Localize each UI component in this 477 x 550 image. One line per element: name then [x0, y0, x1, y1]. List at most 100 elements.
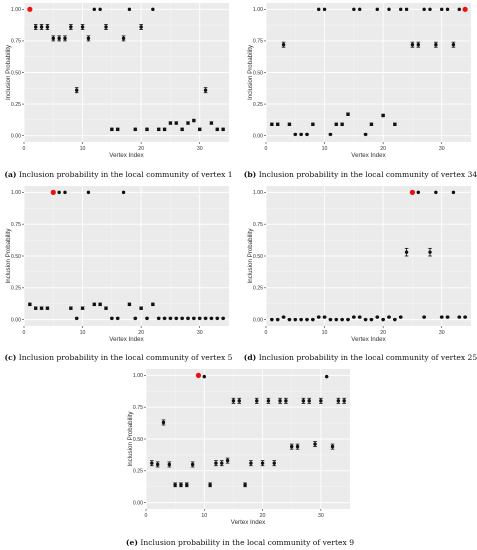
- highlight-point-vertex-25: [409, 189, 416, 195]
- chart-panel-2: 0 10 20 30 0.00 0.25 0.50 0.75 1.00 Vertex Index I…: [244, 3, 477, 179]
- data-point-vertex-7: [305, 317, 309, 322]
- data-point-vertex-3: [161, 420, 166, 425]
- highlight-point-vertex-5: [50, 189, 56, 195]
- data-point-vertex-26: [295, 444, 300, 449]
- data-point-vertex-30: [440, 7, 444, 12]
- data-point-vertex-11: [86, 36, 91, 41]
- data-point-vertex-11: [328, 317, 333, 322]
- y-tick-label: 0.25: [133, 469, 143, 475]
- data-point-vertex-26: [416, 43, 420, 47]
- y-tick-label: 0.75: [253, 39, 263, 45]
- x-tick-label: 0: [145, 513, 148, 519]
- x-tick-label: 0: [265, 146, 268, 152]
- data-point-vertex-9: [75, 316, 79, 321]
- caption-text: Inclusion probability in the local commu…: [259, 353, 477, 362]
- y-tick-label: 1.00: [253, 190, 263, 196]
- data-point-vertex-10: [80, 306, 85, 310]
- data-point-vertex-14: [346, 317, 350, 322]
- data-point-vertex-31: [203, 316, 208, 321]
- data-point-vertex-24: [284, 399, 288, 403]
- data-point-vertex-25: [410, 43, 415, 47]
- data-point-vertex-18: [369, 317, 374, 322]
- data-points: [28, 189, 225, 321]
- data-point-vertex-2: [155, 462, 160, 467]
- y-axis-label: Inclusion Probability: [247, 44, 254, 100]
- data-point-vertex-27: [180, 316, 184, 321]
- x-tick-label: 10: [322, 330, 328, 336]
- data-points: [150, 372, 346, 488]
- x-tick-label: 10: [201, 513, 207, 519]
- data-point-vertex-34: [463, 315, 467, 319]
- data-point-vertex-16: [237, 399, 241, 403]
- data-point-vertex-23: [278, 399, 282, 403]
- data-point-vertex-20: [139, 306, 143, 310]
- data-point-vertex-19: [133, 127, 137, 132]
- y-tick-label: 1.00: [133, 373, 143, 379]
- data-point-vertex-23: [399, 7, 403, 12]
- data-point-vertex-9: [317, 315, 321, 319]
- x-tick-label: 30: [439, 330, 445, 336]
- data-point-vertex-20: [260, 461, 265, 465]
- data-point-vertex-27: [422, 315, 426, 319]
- data-point-vertex-17: [121, 36, 126, 41]
- data-point-vertex-12: [214, 461, 218, 465]
- data-point-vertex-6: [299, 317, 303, 322]
- data-point-vertex-22: [151, 7, 155, 12]
- data-point-vertex-22: [393, 317, 397, 322]
- data-point-vertex-31: [445, 315, 450, 319]
- data-point-vertex-18: [127, 302, 132, 307]
- x-tick-label: 0: [23, 330, 26, 336]
- data-point-vertex-13: [98, 302, 102, 307]
- data-point-vertex-8: [190, 462, 195, 467]
- x-tick-label: 10: [80, 330, 86, 336]
- x-tick-label: 20: [138, 146, 144, 152]
- data-point-vertex-33: [457, 7, 461, 12]
- gridlines: [265, 186, 471, 326]
- data-point-vertex-26: [174, 121, 178, 125]
- x-tick-label: 20: [260, 513, 266, 519]
- x-axis-label: Vertex Index: [109, 152, 144, 159]
- y-tick-label: 0.00: [253, 133, 263, 139]
- data-point-vertex-6: [57, 190, 61, 195]
- y-axis-label: Inclusion Probability: [5, 228, 12, 284]
- chart-panel-4: 0 10 20 30 0.00 0.25 0.50 0.75 1.00 Vertex Index I…: [244, 186, 477, 362]
- y-tick-label: 0.25: [11, 286, 21, 292]
- highlight-point-vertex-9: [195, 372, 202, 378]
- caption-text: Inclusion probability in the local commu…: [140, 538, 354, 547]
- data-point-vertex-33: [457, 315, 461, 319]
- data-point-vertex-19: [255, 399, 259, 403]
- y-tick-label: 0.25: [253, 102, 263, 108]
- y-axis-label: Inclusion Probability: [5, 44, 12, 100]
- data-point-vertex-21: [387, 315, 391, 319]
- data-point-vertex-19: [133, 316, 137, 321]
- y-tick-label: 1.00: [11, 190, 21, 196]
- data-point-vertex-19: [375, 7, 379, 12]
- y-tick-label: 0.75: [133, 405, 143, 411]
- data-point-vertex-21: [387, 7, 391, 12]
- data-point-vertex-28: [428, 7, 432, 12]
- data-point-vertex-9: [317, 7, 321, 12]
- y-tick-label: 0.50: [253, 254, 263, 260]
- data-point-vertex-16: [358, 7, 362, 12]
- data-point-vertex-24: [162, 127, 167, 132]
- data-point-vertex-2: [276, 122, 280, 127]
- data-point-vertex-12: [92, 302, 96, 307]
- data-point-vertex-16: [116, 127, 120, 132]
- data-point-vertex-12: [92, 7, 96, 12]
- x-tick-label: 20: [380, 330, 386, 336]
- data-point-vertex-2: [34, 25, 38, 29]
- data-points: [27, 6, 225, 132]
- data-point-vertex-8: [69, 25, 73, 29]
- data-point-vertex-10: [80, 25, 85, 29]
- caption-label: (e): [126, 538, 138, 547]
- data-point-vertex-23: [157, 316, 161, 321]
- data-point-vertex-33: [215, 316, 219, 321]
- data-point-vertex-29: [192, 118, 196, 123]
- data-point-vertex-22: [393, 122, 397, 127]
- caption-label: (d): [244, 353, 257, 362]
- y-tick-label: 0.50: [11, 254, 21, 260]
- highlight-point-vertex-1: [27, 6, 33, 12]
- data-point-vertex-5: [51, 36, 55, 41]
- data-point-vertex-26: [174, 316, 178, 321]
- y-tick-label: 0.00: [11, 317, 21, 323]
